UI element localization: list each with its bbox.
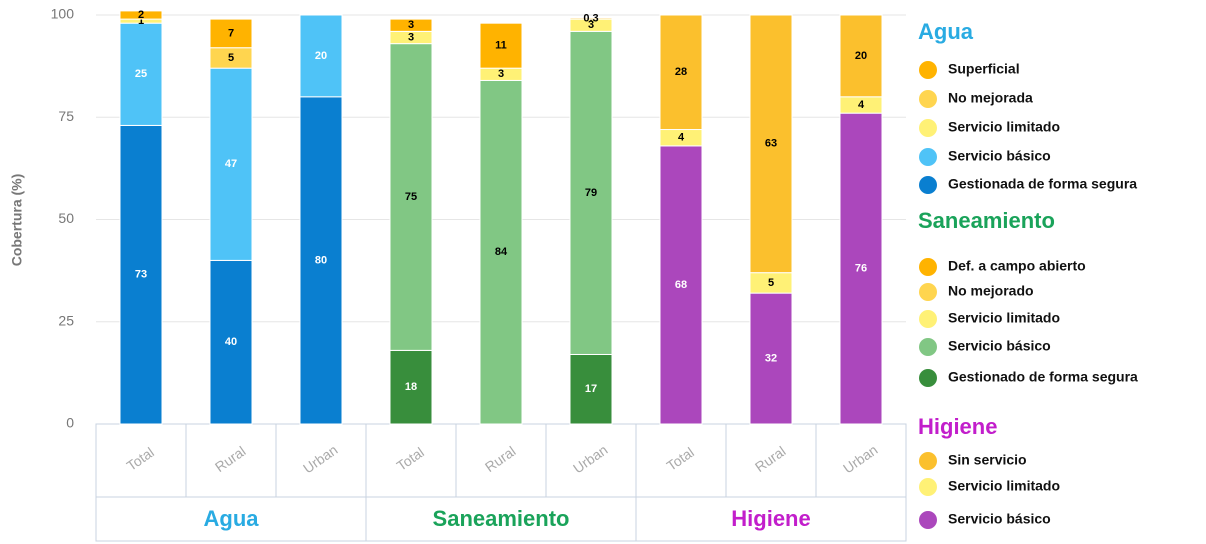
legend-swatch [919, 310, 937, 328]
bar-segment [299, 14, 343, 98]
x-tick-label: Total [124, 444, 157, 474]
data-label: 76 [855, 262, 867, 274]
y-tick-label: 0 [66, 415, 74, 431]
legend-heading: Saneamiento [918, 208, 1055, 233]
legend-label: Servicio limitado [948, 310, 1060, 326]
legend-label: No mejorado [948, 283, 1034, 299]
bar-segment [569, 353, 613, 425]
x-tick-label: Total [394, 444, 427, 474]
legend-label: Sin servicio [948, 452, 1027, 468]
legend-heading: Higiene [918, 414, 997, 439]
bar-segment [209, 259, 253, 425]
data-label: 68 [675, 279, 687, 291]
data-label: 7 [228, 27, 234, 39]
data-label: 32 [765, 352, 777, 364]
bar-segment [479, 22, 523, 69]
data-label: 40 [225, 336, 237, 348]
bar-segment [389, 43, 433, 351]
y-tick-label: 25 [58, 312, 74, 328]
legend-swatch [919, 148, 937, 166]
y-tick-label: 100 [51, 6, 75, 22]
bar-segment [209, 67, 253, 261]
legend-heading: Agua [918, 19, 974, 44]
data-label: 84 [495, 246, 508, 258]
y-tick-label: 75 [58, 108, 74, 124]
legend-label: No mejorada [948, 90, 1033, 106]
data-label: 4 [678, 132, 685, 144]
data-label: 20 [315, 50, 327, 62]
group-label: Saneamiento [433, 506, 570, 531]
data-label: 80 [315, 254, 327, 266]
legend-label: Servicio básico [948, 338, 1051, 354]
bar-segment [389, 18, 433, 32]
data-label: 75 [405, 191, 417, 203]
x-tick-label: Rural [212, 443, 249, 475]
legend-swatch [919, 61, 937, 79]
data-label: 28 [675, 66, 687, 78]
data-label: 47 [225, 158, 237, 170]
bar-segment [119, 22, 163, 126]
bar-segment [659, 145, 703, 425]
legend-swatch [919, 90, 937, 108]
legend-label: Servicio básico [948, 148, 1051, 164]
bar-segment [569, 17, 613, 20]
bar-segment [839, 14, 883, 98]
x-tick-label: Urban [840, 441, 880, 476]
legend-label: Def. a campo abierto [948, 258, 1086, 274]
bar-segment [749, 292, 793, 425]
data-label: 3 [408, 31, 414, 43]
legend-label: Servicio básico [948, 511, 1051, 527]
bar-segment [659, 14, 703, 131]
data-label: 3 [408, 19, 414, 31]
x-tick-label: Total [664, 444, 697, 474]
y-axis-label: Cobertura (%) [9, 174, 25, 267]
data-label: 3 [498, 68, 504, 80]
x-tick-label: Urban [570, 441, 610, 476]
data-label: 20 [855, 50, 867, 62]
data-label: 0.3 [583, 12, 598, 24]
data-label: 3 [588, 19, 594, 31]
data-label: 63 [765, 138, 777, 150]
legend-label: Servicio limitado [948, 119, 1060, 135]
x-tick-label: Rural [482, 443, 519, 475]
data-label: 25 [135, 68, 147, 80]
data-label: 4 [858, 99, 865, 111]
legend-swatch [919, 338, 937, 356]
data-label: 1 [138, 15, 144, 27]
legend-swatch [919, 369, 937, 387]
bar-segment [479, 79, 523, 425]
bar-segment [569, 30, 613, 355]
legend-swatch [919, 119, 937, 137]
data-label: 79 [585, 187, 597, 199]
legend-label: Gestionado de forma segura [948, 369, 1138, 385]
legend-swatch [919, 258, 937, 276]
legend-label: Servicio limitado [948, 478, 1060, 494]
x-tick-label: Rural [752, 443, 789, 475]
legend-swatch [919, 452, 937, 470]
legend-swatch [919, 283, 937, 301]
legend-label: Superficial [948, 61, 1020, 77]
data-label: 73 [135, 269, 147, 281]
group-label: Agua [204, 506, 260, 531]
data-label: 17 [585, 383, 597, 395]
bar-segment [299, 96, 343, 425]
data-label: 5 [768, 277, 774, 289]
data-label: 11 [495, 40, 507, 52]
bar-segment [389, 349, 433, 425]
group-label: Higiene [731, 506, 810, 531]
y-tick-label: 50 [58, 210, 74, 226]
bar-segment [839, 112, 883, 425]
bar-segment [209, 18, 253, 49]
data-label: 2 [138, 9, 144, 21]
bar-segment [749, 14, 793, 274]
legend-swatch [919, 511, 937, 529]
legend-swatch [919, 478, 937, 496]
x-tick-label: Urban [300, 441, 340, 476]
bar-segment [119, 10, 163, 20]
legend-swatch [919, 176, 937, 194]
legend-label: Gestionada de forma segura [948, 176, 1137, 192]
data-label: 5 [228, 52, 234, 64]
data-label: 18 [405, 381, 417, 393]
